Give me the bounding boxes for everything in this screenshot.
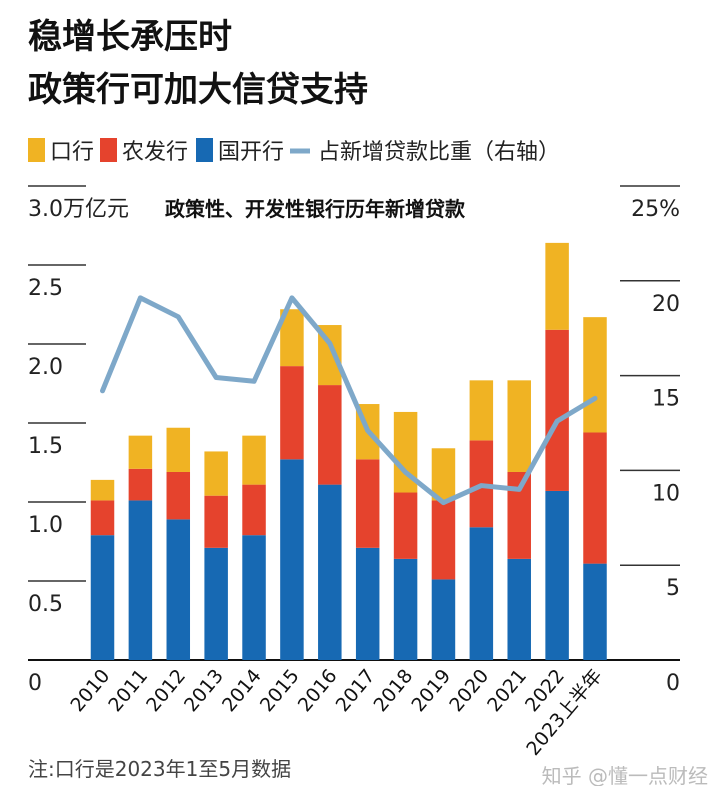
footnote: 注:口行是2023年1至5月数据 — [28, 757, 291, 781]
bar-segment-cdb — [507, 558, 531, 660]
bar-segment-exim — [431, 448, 456, 501]
title-line-1: 稳增长承压时 — [28, 17, 232, 57]
bar-segment-adbc — [204, 495, 228, 548]
bar-segment-exim — [90, 479, 115, 501]
bar-segment-exim — [128, 435, 153, 469]
left-tick-label: 1.5 — [28, 434, 63, 459]
chart-subtitle: 政策性、开发性银行历年新增贷款 — [165, 197, 466, 221]
bar-segment-exim — [393, 411, 418, 493]
bar-segment-cdb — [583, 563, 607, 660]
legend-swatch-cdb — [196, 138, 213, 162]
legend-label-cdb: 国开行 — [218, 140, 284, 165]
bar-segment-adbc — [583, 432, 607, 564]
legend-label-share: 占新增贷款比重（右轴） — [318, 140, 560, 165]
bar-segment-adbc — [90, 500, 115, 536]
category-label: 2015 — [256, 665, 304, 716]
bar-segment-cdb — [393, 558, 418, 660]
right-tick-label: 25% — [631, 197, 680, 222]
bar-segment-exim — [242, 435, 266, 485]
bar-segment-adbc — [242, 484, 266, 536]
category-label: 2011 — [104, 665, 152, 716]
category-label: 2021 — [483, 665, 531, 716]
legend-swatch-adbc — [100, 138, 117, 162]
right-tick-label: 0 — [666, 671, 680, 696]
legend-label-adbc: 农发行 — [122, 140, 188, 165]
bar-segment-adbc — [280, 366, 304, 460]
bar-segment-adbc — [507, 471, 531, 559]
right-tick-label: 5 — [666, 576, 680, 601]
category-label: 2017 — [332, 665, 380, 716]
bar-segment-adbc — [166, 471, 191, 520]
left-tick-label: 2.0 — [28, 355, 63, 380]
left-tick-label: 2.5 — [28, 276, 63, 301]
bar-segment-adbc — [355, 459, 380, 548]
left-tick-label: 0.5 — [28, 592, 63, 617]
right-tick-label: 15 — [652, 387, 680, 412]
bar-segment-cdb — [128, 500, 153, 660]
bar-segment-adbc — [431, 500, 456, 580]
left-tick-label: 1.0 — [28, 513, 63, 538]
legend: 口行 农发行 国开行 占新增贷款比重（右轴） — [28, 138, 560, 165]
bar-segment-adbc — [393, 492, 418, 559]
bar-segment-exim — [469, 380, 494, 441]
watermark: 知乎 @懂一点财经 — [542, 764, 708, 786]
left-axis-unit-label: 3.0万亿元 — [28, 197, 129, 222]
category-label: 2013 — [180, 665, 228, 716]
category-label: 2019 — [407, 665, 455, 716]
bar-segment-exim — [545, 242, 569, 330]
bar-segment-exim — [204, 451, 228, 496]
category-label: 2010 — [66, 665, 114, 716]
bar-segment-cdb — [280, 459, 304, 660]
category-label: 2020 — [445, 665, 493, 716]
category-label: 2014 — [218, 665, 266, 716]
bar-segment-exim — [583, 317, 607, 433]
bar-segment-cdb — [166, 519, 191, 660]
title-line-2: 政策行可加大信贷支持 — [28, 70, 368, 110]
bar-segment-cdb — [242, 535, 266, 660]
bar-segment-cdb — [545, 490, 569, 660]
bar-segment-exim — [507, 380, 531, 472]
share-line — [100, 295, 598, 506]
bar-segment-cdb — [318, 484, 342, 660]
category-label: 2012 — [142, 665, 190, 716]
bar-segment-cdb — [355, 547, 380, 660]
bar-segment-exim — [280, 309, 304, 367]
category-label: 2016 — [294, 665, 342, 716]
bar-segment-cdb — [90, 535, 115, 660]
legend-swatch-exim — [28, 138, 45, 162]
bar-segment-cdb — [469, 527, 494, 660]
category-label: 2018 — [369, 665, 417, 716]
left-tick-label: 0 — [28, 671, 42, 696]
bar-segment-cdb — [204, 547, 228, 660]
right-tick-label: 20 — [652, 292, 680, 317]
right-tick-label: 10 — [652, 481, 680, 506]
legend-label-exim: 口行 — [50, 140, 94, 165]
bar-segment-exim — [166, 427, 191, 472]
bar-segment-cdb — [431, 579, 456, 660]
bar-segment-adbc — [318, 385, 342, 485]
bar-segment-adbc — [545, 329, 569, 491]
bar-segment-adbc — [128, 468, 153, 501]
